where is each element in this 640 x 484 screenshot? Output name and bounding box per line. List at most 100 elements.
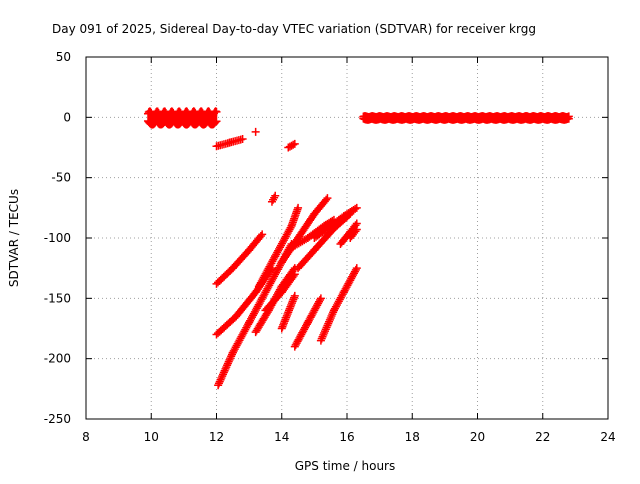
x-tick-label: 10	[144, 430, 159, 444]
series-track-a	[212, 135, 247, 151]
data-point	[327, 312, 336, 321]
data-point	[341, 284, 350, 293]
data-point	[298, 328, 307, 337]
data-point	[271, 191, 280, 200]
data-point	[299, 327, 308, 336]
data-point	[311, 304, 320, 313]
data-point	[214, 381, 223, 390]
data-point	[321, 325, 330, 334]
data-point	[346, 276, 355, 285]
data-point	[215, 377, 224, 386]
data-point	[323, 321, 332, 330]
chart-title: Day 091 of 2025, Sidereal Day-to-day VTE…	[52, 22, 536, 36]
data-point	[291, 340, 300, 349]
data-point	[322, 195, 331, 204]
data-point	[317, 334, 326, 343]
x-tick-label: 8	[82, 430, 90, 444]
data-point	[348, 272, 357, 281]
x-tick-label: 22	[535, 430, 550, 444]
data-point	[219, 368, 228, 377]
data-point	[289, 140, 298, 149]
data-point	[314, 299, 323, 308]
data-point	[224, 357, 233, 366]
data-point	[326, 313, 335, 322]
data-point	[342, 283, 351, 292]
x-tick-label: 20	[470, 430, 485, 444]
series-cluster-evening-zero	[359, 112, 573, 124]
x-tick-label: 14	[274, 430, 289, 444]
data-point	[344, 279, 353, 288]
series-track-k	[277, 291, 299, 333]
data-point	[223, 359, 232, 368]
series-track-d	[212, 230, 267, 288]
data-point	[319, 330, 328, 339]
data-point	[320, 327, 329, 336]
data-point	[292, 339, 301, 348]
series-cluster-morning-zero	[143, 107, 221, 129]
data-point	[293, 337, 302, 346]
data-point	[345, 277, 354, 286]
y-tick-label: 0	[63, 110, 71, 124]
data-point	[258, 230, 267, 239]
data-point	[302, 320, 311, 329]
series-track-q	[336, 219, 361, 249]
series-track-l	[290, 294, 325, 351]
series-track-r	[346, 225, 361, 242]
data-point	[320, 329, 329, 338]
data-point	[305, 315, 314, 324]
data-point	[340, 286, 349, 295]
data-point	[351, 227, 360, 236]
x-tick-label: 24	[600, 430, 615, 444]
data-point	[256, 231, 265, 240]
data-layer	[143, 107, 573, 390]
series-track-b	[251, 127, 260, 136]
data-point	[227, 352, 236, 361]
data-point	[290, 139, 299, 148]
data-point	[564, 112, 573, 123]
series-track-h	[254, 203, 303, 291]
data-point	[308, 309, 317, 318]
data-point	[310, 306, 319, 315]
series-track-s	[267, 191, 280, 206]
x-tick-label: 16	[339, 430, 354, 444]
data-point	[212, 107, 221, 126]
data-point	[306, 313, 315, 322]
data-point	[290, 342, 299, 351]
series-track-i	[261, 270, 299, 315]
data-point	[217, 373, 226, 382]
data-point	[325, 315, 334, 324]
data-point	[225, 355, 234, 364]
data-point	[294, 203, 303, 212]
data-point	[316, 336, 325, 345]
data-point	[304, 316, 313, 325]
data-point	[294, 335, 303, 344]
data-point	[220, 366, 229, 375]
series-track-c	[284, 139, 299, 152]
data-point	[223, 361, 232, 370]
data-point	[219, 370, 228, 379]
data-point	[300, 325, 309, 334]
y-tick-label: -150	[44, 291, 71, 305]
data-point	[286, 223, 295, 232]
series-track-p	[316, 264, 361, 345]
data-point	[350, 267, 359, 276]
data-point	[301, 323, 310, 332]
data-point	[295, 333, 304, 342]
data-point	[309, 308, 318, 317]
data-point	[315, 297, 324, 306]
data-point	[303, 318, 312, 327]
data-point	[307, 311, 316, 320]
ticks-layer: 8 10 12 14 16 18 20 22 24 -250 -200 -150 -100 -50 0 50	[44, 50, 616, 444]
data-point	[349, 271, 358, 280]
data-point	[312, 302, 321, 311]
y-tick-label: -100	[44, 231, 71, 245]
data-point	[238, 135, 247, 144]
data-point	[343, 281, 352, 290]
data-point	[351, 204, 360, 213]
data-point	[251, 127, 260, 136]
y-tick-label: -200	[44, 352, 71, 366]
data-point	[351, 265, 360, 274]
data-point	[338, 290, 347, 299]
data-point	[352, 264, 361, 273]
